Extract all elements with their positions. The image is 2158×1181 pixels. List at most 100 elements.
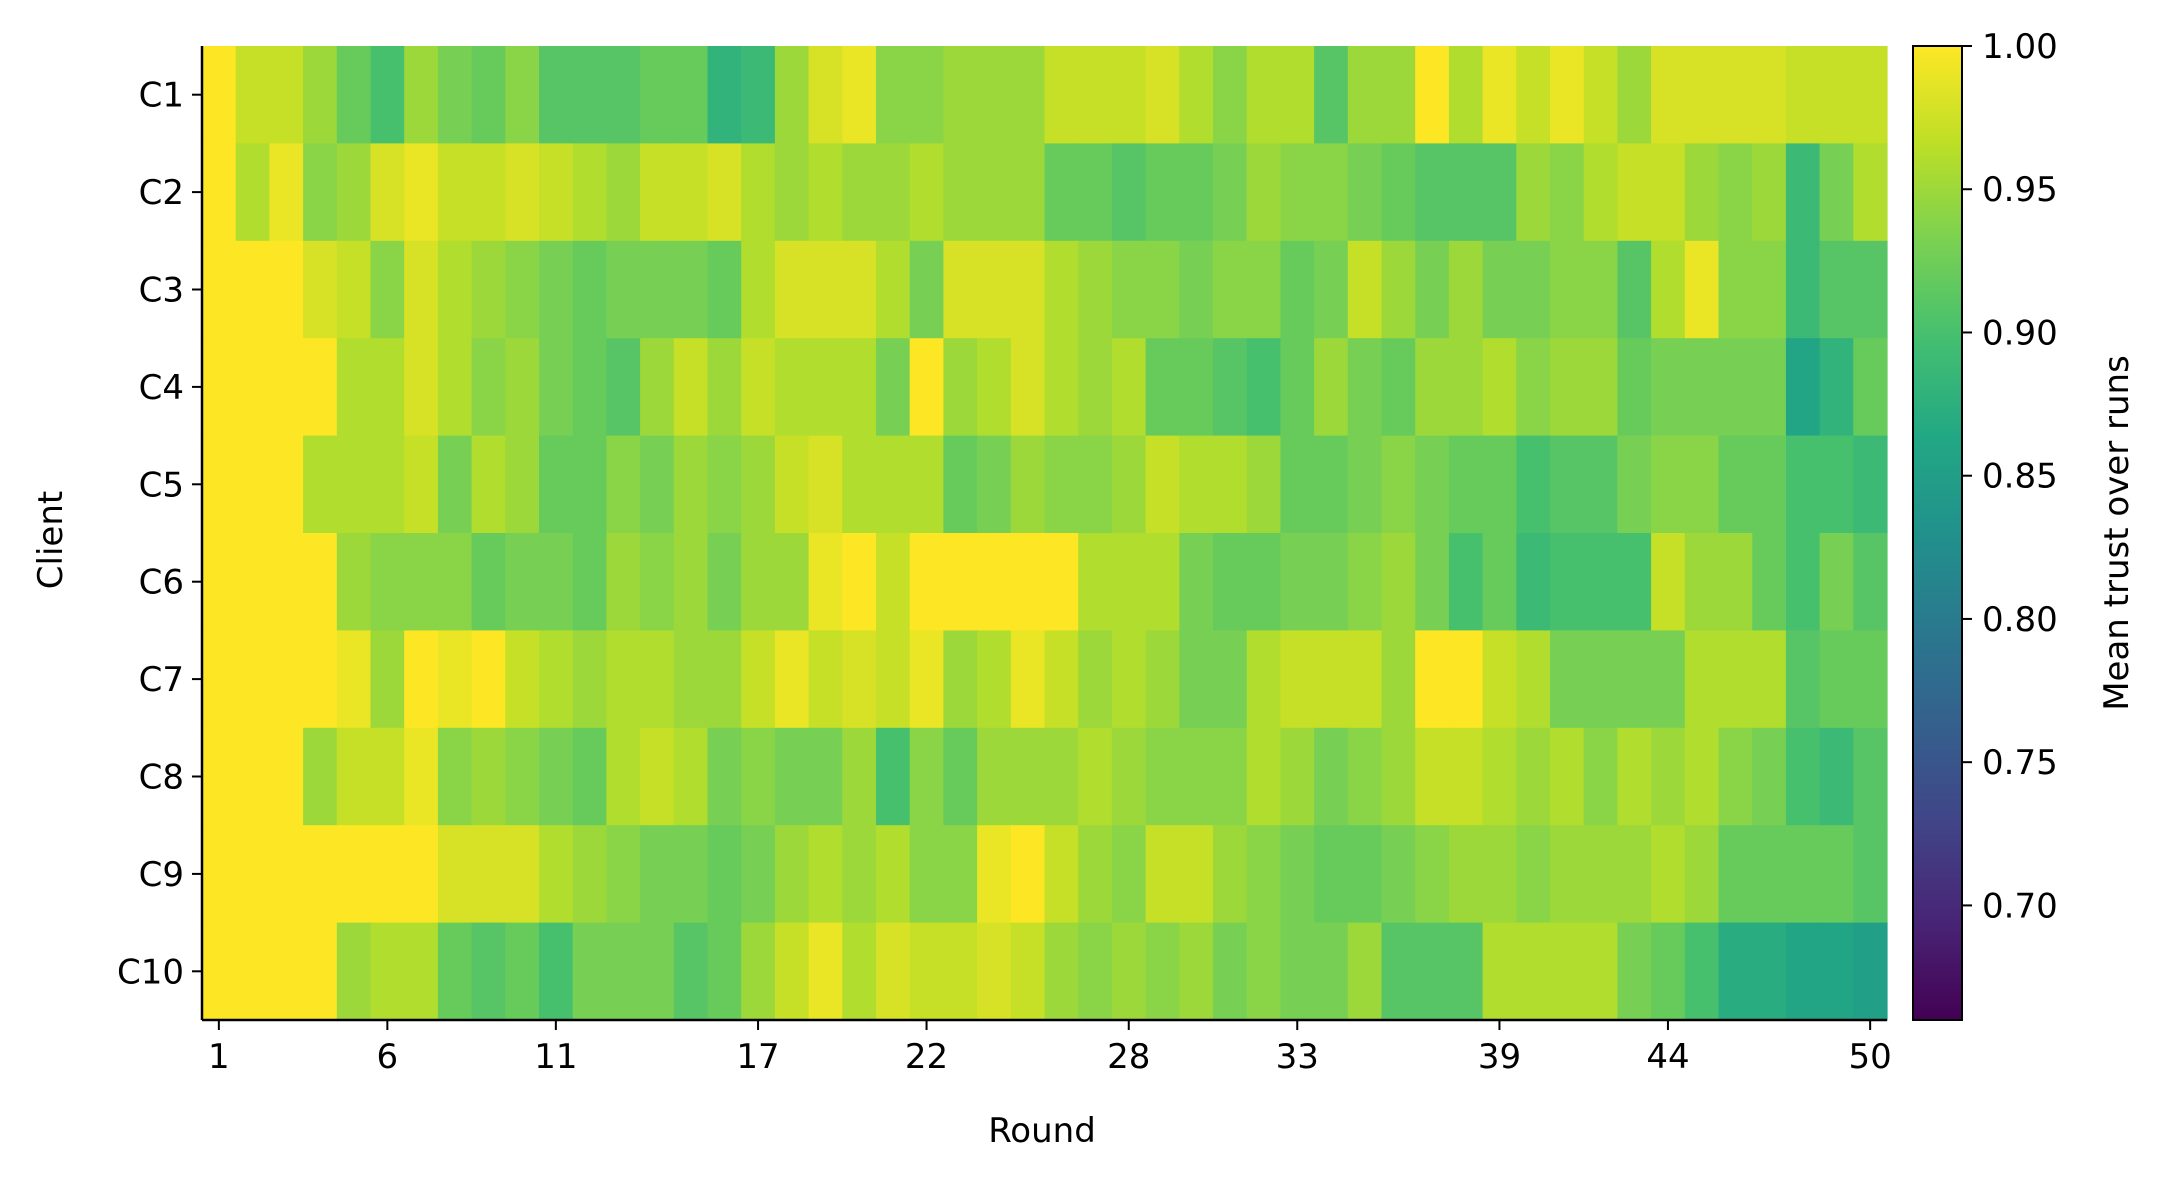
heatmap-cell [437, 46, 473, 144]
heatmap-cell [1179, 46, 1214, 144]
heatmap-cell [1111, 825, 1147, 924]
heatmap-cell [269, 922, 304, 1021]
heatmap-cell [505, 533, 540, 631]
heatmap-cell [1785, 630, 1821, 729]
heatmap-cell [1448, 727, 1484, 826]
heatmap-cell [505, 630, 540, 729]
heatmap-cell [943, 240, 978, 339]
heatmap-cell [842, 240, 877, 339]
y-tick-label: C6 [139, 563, 184, 603]
heatmap-cell [1381, 338, 1416, 437]
heatmap-cell [673, 825, 709, 924]
heatmap-cell [1010, 338, 1046, 437]
heatmap-cell [1482, 435, 1517, 534]
heatmap-cell [909, 46, 944, 144]
heatmap-cell [303, 46, 338, 144]
heatmap-cell [1145, 435, 1180, 534]
heatmap-cell [606, 533, 641, 631]
heatmap-cell [1853, 240, 1888, 339]
heatmap-cell [1853, 338, 1888, 437]
heatmap-cell [202, 727, 237, 826]
heatmap-cell [673, 727, 709, 826]
heatmap-cell [572, 143, 607, 242]
heatmap-cell [235, 435, 270, 534]
heatmap-cell [303, 825, 338, 924]
heatmap-cell [1516, 46, 1551, 144]
heatmap-cell [1044, 630, 1079, 729]
heatmap-cell [1853, 435, 1888, 534]
heatmap-cell [1179, 825, 1214, 924]
heatmap-cell [269, 143, 304, 242]
heatmap-cell [1213, 338, 1248, 437]
heatmap-cell [572, 435, 607, 534]
heatmap-cell [707, 922, 742, 1021]
heatmap-cell [606, 338, 641, 437]
heatmap-cell [1213, 825, 1248, 924]
heatmap-cell [1516, 533, 1551, 631]
heatmap-cell [437, 143, 473, 242]
heatmap-cell [1145, 143, 1180, 242]
heatmap-cell [774, 143, 810, 242]
heatmap-cell [303, 435, 338, 534]
heatmap-cell [471, 922, 506, 1021]
heatmap-cell [1752, 46, 1787, 144]
heatmap-cell [1111, 143, 1147, 242]
heatmap-cell [1078, 338, 1113, 437]
heatmap-cell [707, 825, 742, 924]
heatmap-cell [1078, 143, 1113, 242]
heatmap-cell [1718, 240, 1753, 339]
heatmap-cell [505, 727, 540, 826]
heatmap-cell [1819, 435, 1854, 534]
heatmap-cell [1246, 46, 1281, 144]
heatmap-cell [1550, 630, 1585, 729]
heatmap-cell [1314, 46, 1349, 144]
heatmap-cell [876, 727, 911, 826]
heatmap-cell [437, 922, 473, 1021]
heatmap-cell [1651, 435, 1686, 534]
y-tick-label: C4 [139, 368, 184, 408]
heatmap-cell [774, 533, 810, 631]
heatmap-cell [1010, 46, 1046, 144]
heatmap-cell [741, 46, 776, 144]
heatmap-cell [1684, 630, 1720, 729]
heatmap-cell [1819, 922, 1854, 1021]
x-tick-label: 28 [1107, 1037, 1150, 1077]
heatmap-cell [1617, 240, 1652, 339]
heatmap-cell [336, 630, 372, 729]
heatmap-cell [1415, 727, 1450, 826]
heatmap-cell [1044, 435, 1079, 534]
heatmap-cell [1752, 825, 1787, 924]
heatmap-cell [1718, 338, 1753, 437]
heatmap-cell [842, 533, 877, 631]
y-tick-label: C9 [139, 855, 184, 895]
heatmap-cell [741, 630, 776, 729]
heatmap-cell [1044, 338, 1079, 437]
heatmap-cell [1752, 533, 1787, 631]
heatmap-cell [404, 727, 439, 826]
heatmap-cell [977, 825, 1012, 924]
heatmap-cell [1583, 240, 1618, 339]
heatmap-cell [303, 630, 338, 729]
heatmap-cell [909, 630, 944, 729]
heatmap-cell [1617, 630, 1652, 729]
heatmap-cell [1482, 46, 1517, 144]
heatmap-cell [1617, 727, 1652, 826]
heatmap-cell [539, 533, 574, 631]
heatmap-cell [1785, 435, 1821, 534]
heatmap-cell [1516, 435, 1551, 534]
x-tick-label: 44 [1646, 1037, 1689, 1077]
heatmap-cell [235, 143, 270, 242]
heatmap-cell [1280, 825, 1315, 924]
heatmap-cell [1213, 240, 1248, 339]
heatmap-cell [808, 240, 843, 339]
heatmap-cell [1044, 46, 1079, 144]
heatmap-cell [1078, 630, 1113, 729]
heatmap-cell [707, 727, 742, 826]
heatmap-cell [1280, 435, 1315, 534]
heatmap-cell [1819, 825, 1854, 924]
heatmap-cell [572, 338, 607, 437]
heatmap-cell [1752, 630, 1787, 729]
heatmap-cell [1819, 533, 1854, 631]
heatmap-cell [1583, 630, 1618, 729]
heatmap-cell [336, 46, 372, 144]
